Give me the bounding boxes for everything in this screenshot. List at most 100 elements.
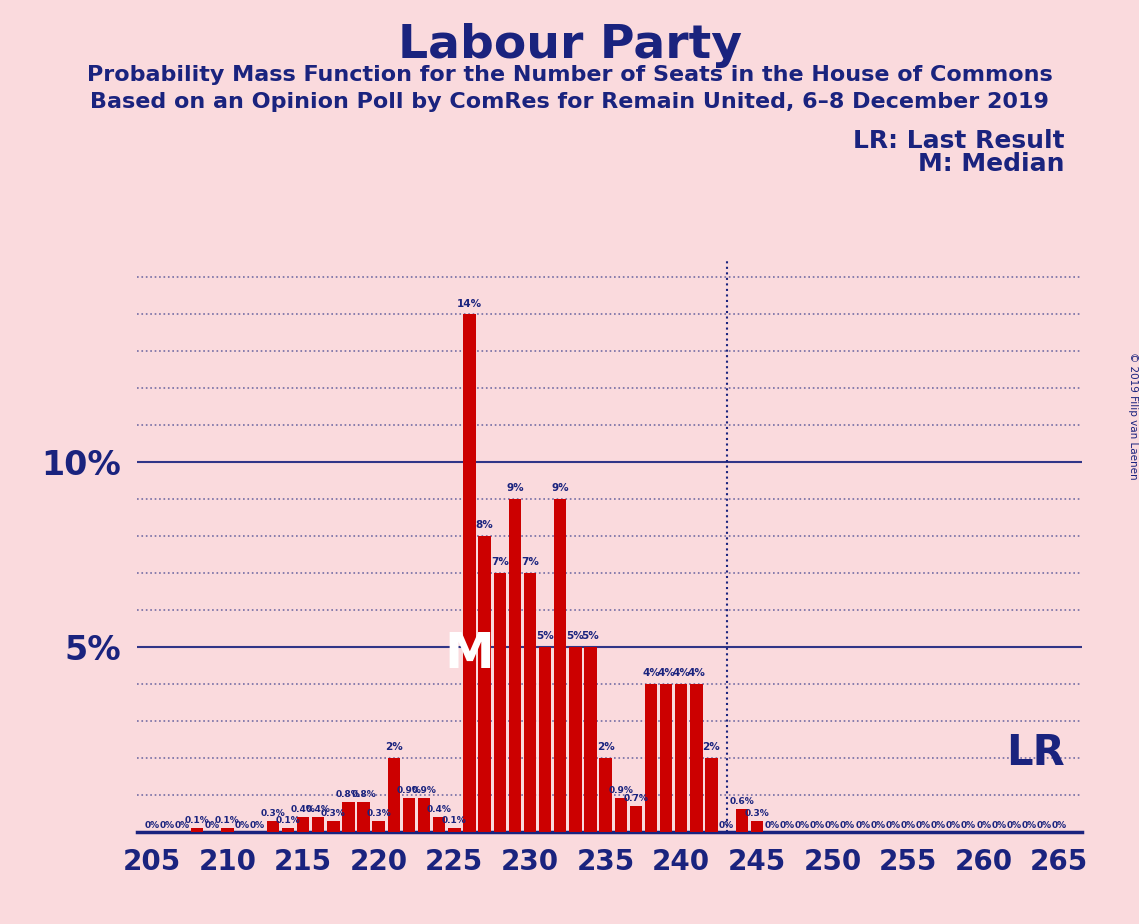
Text: 0%: 0% (1022, 821, 1036, 831)
Text: 0%: 0% (825, 821, 841, 831)
Bar (524, 573, 536, 832)
Text: 0%: 0% (945, 821, 961, 831)
Text: 0%: 0% (235, 821, 251, 831)
Text: 2%: 2% (385, 742, 403, 752)
Bar (358, 802, 370, 832)
Text: 0%: 0% (1036, 821, 1051, 831)
Text: 0%: 0% (870, 821, 885, 831)
Bar (630, 806, 642, 832)
Text: 4%: 4% (672, 668, 690, 678)
Bar (736, 809, 748, 832)
Text: 0.9%: 0.9% (608, 786, 633, 796)
Text: 0%: 0% (159, 821, 174, 831)
Bar (418, 798, 431, 832)
Text: 0%: 0% (885, 821, 901, 831)
Bar (403, 798, 415, 832)
Text: 0.4%: 0.4% (290, 805, 316, 814)
Bar (509, 499, 521, 832)
Text: © 2019 Filip van Laenen: © 2019 Filip van Laenen (1129, 352, 1138, 480)
Text: Based on an Opinion Poll by ComRes for Remain United, 6–8 December 2019: Based on an Opinion Poll by ComRes for R… (90, 92, 1049, 113)
Text: 2%: 2% (703, 742, 720, 752)
Text: 0.1%: 0.1% (185, 816, 210, 825)
Text: 0%: 0% (961, 821, 976, 831)
Bar (221, 828, 233, 832)
Text: 0%: 0% (841, 821, 855, 831)
Text: 0.1%: 0.1% (215, 816, 240, 825)
Text: 0.1%: 0.1% (442, 816, 467, 825)
Text: 0%: 0% (719, 821, 735, 831)
Text: 0.4%: 0.4% (427, 805, 452, 814)
Text: 0.3%: 0.3% (745, 808, 769, 818)
Bar (584, 647, 597, 832)
Bar (599, 758, 612, 832)
Bar (539, 647, 551, 832)
Text: 4%: 4% (657, 668, 675, 678)
Text: 0%: 0% (810, 821, 825, 831)
Text: 0.3%: 0.3% (321, 808, 346, 818)
Text: 0.7%: 0.7% (623, 794, 648, 803)
Text: 0%: 0% (145, 821, 159, 831)
Text: 9%: 9% (551, 483, 570, 493)
Bar (645, 684, 657, 832)
Text: 0%: 0% (976, 821, 991, 831)
Bar (433, 817, 445, 832)
Text: 4%: 4% (642, 668, 659, 678)
Text: 8%: 8% (476, 520, 493, 530)
Text: 0.3%: 0.3% (261, 808, 285, 818)
Text: 0.8%: 0.8% (351, 790, 376, 799)
Text: 9%: 9% (506, 483, 524, 493)
Text: 0%: 0% (205, 821, 220, 831)
Text: 0%: 0% (916, 821, 931, 831)
Bar (297, 817, 310, 832)
Text: 0%: 0% (251, 821, 265, 831)
Bar (659, 684, 672, 832)
Text: 0%: 0% (764, 821, 779, 831)
Text: 5%: 5% (582, 631, 599, 641)
Bar (615, 798, 626, 832)
Bar (464, 314, 476, 832)
Text: 0.8%: 0.8% (336, 790, 361, 799)
Bar (448, 828, 460, 832)
Text: 7%: 7% (521, 557, 539, 567)
Text: 0.9%: 0.9% (396, 786, 421, 796)
Bar (478, 536, 491, 832)
Bar (675, 684, 688, 832)
Text: 0.9%: 0.9% (411, 786, 436, 796)
Bar (342, 802, 354, 832)
Text: 0%: 0% (174, 821, 189, 831)
Text: Probability Mass Function for the Number of Seats in the House of Commons: Probability Mass Function for the Number… (87, 65, 1052, 85)
Text: 0%: 0% (931, 821, 945, 831)
Text: LR: LR (1006, 732, 1065, 774)
Bar (387, 758, 400, 832)
Text: 0.6%: 0.6% (729, 797, 754, 807)
Text: 0%: 0% (779, 821, 795, 831)
Bar (554, 499, 566, 832)
Text: 14%: 14% (457, 298, 482, 309)
Text: 0%: 0% (1007, 821, 1022, 831)
Bar (372, 821, 385, 832)
Bar (191, 828, 204, 832)
Bar (705, 758, 718, 832)
Bar (267, 821, 279, 832)
Bar (690, 684, 703, 832)
Text: 0%: 0% (901, 821, 916, 831)
Text: 4%: 4% (688, 668, 705, 678)
Text: LR: Last Result: LR: Last Result (853, 129, 1065, 153)
Text: 0%: 0% (795, 821, 810, 831)
Bar (570, 647, 582, 832)
Text: 0.4%: 0.4% (305, 805, 330, 814)
Bar (493, 573, 506, 832)
Text: 7%: 7% (491, 557, 509, 567)
Text: M: Median: M: Median (918, 152, 1065, 176)
Text: 0%: 0% (1051, 821, 1067, 831)
Text: 0%: 0% (991, 821, 1007, 831)
Text: 2%: 2% (597, 742, 614, 752)
Text: 0%: 0% (855, 821, 870, 831)
Bar (281, 828, 294, 832)
Text: 0.1%: 0.1% (276, 816, 301, 825)
Bar (327, 821, 339, 832)
Text: Labour Party: Labour Party (398, 23, 741, 68)
Text: 5%: 5% (536, 631, 554, 641)
Bar (751, 821, 763, 832)
Text: 5%: 5% (566, 631, 584, 641)
